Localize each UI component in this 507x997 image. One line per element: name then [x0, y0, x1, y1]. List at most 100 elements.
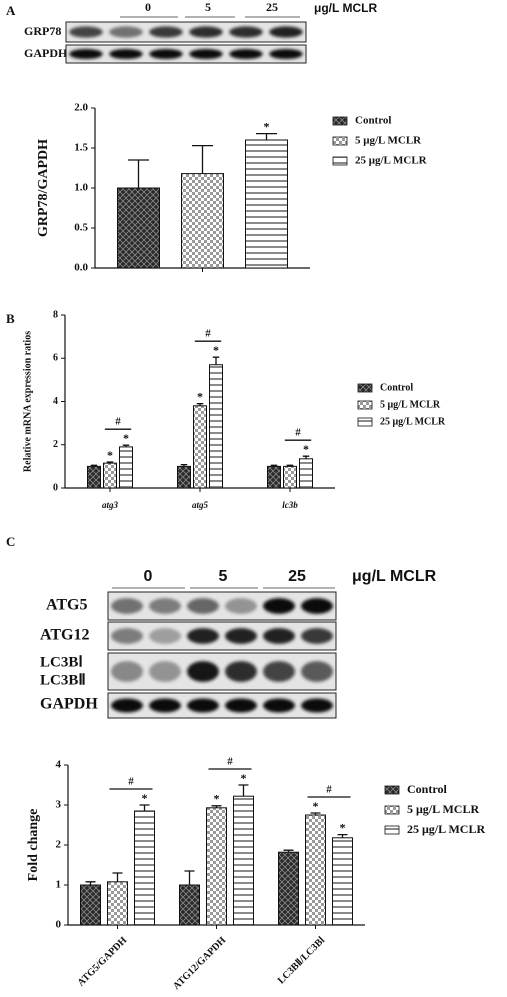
bar — [119, 446, 133, 489]
x-tick-label: ATG5/GAPDH — [76, 935, 130, 989]
legend-label: 5 μg/L MCLR — [355, 135, 422, 147]
error-bar — [122, 444, 130, 447]
error-bar — [184, 870, 195, 885]
legend-label: 5 μg/L MCLR — [380, 399, 441, 410]
y-tick-label: 8 — [53, 309, 58, 320]
bracket-label: # — [205, 328, 211, 340]
legend-swatch — [332, 136, 348, 146]
y-tick-label: 4 — [53, 396, 58, 407]
blot-band — [111, 628, 143, 644]
blot-band — [149, 26, 183, 38]
legend-label: Control — [407, 782, 447, 796]
bar — [209, 364, 223, 489]
error-bar — [302, 455, 310, 459]
bar — [193, 405, 207, 489]
panel-label: C — [6, 534, 15, 549]
significance-mark: * — [241, 771, 247, 785]
blot-frame — [107, 591, 337, 621]
blot-band — [187, 661, 219, 682]
bar — [299, 458, 313, 489]
significance-mark: * — [142, 791, 148, 805]
y-tick-label: 1.5 — [74, 142, 88, 154]
bar — [267, 465, 281, 489]
x-tick-label: LC3BⅡ/LC3BⅠ — [276, 935, 327, 986]
significance-mark: * — [107, 448, 113, 462]
blot-band — [111, 661, 143, 682]
y-tick-label: 0 — [53, 482, 58, 493]
unit-label: μg/L MCLR — [314, 1, 377, 15]
panel-label: A — [6, 3, 16, 18]
blot-row-label: GRP78 — [24, 24, 61, 38]
blot-row-label: ATG12 — [40, 627, 89, 644]
x-tick-label: atg3 — [102, 500, 119, 510]
bracket-label: # — [326, 784, 332, 796]
lane-label: 25 — [266, 0, 278, 14]
blot-band — [187, 598, 219, 614]
legend-label: Control — [380, 382, 413, 393]
blot-row-label: LC3BⅠ — [40, 654, 83, 670]
blot-band — [263, 598, 295, 614]
y-tick-label: 2 — [53, 439, 58, 450]
error-bar — [337, 833, 348, 838]
bracket-label: # — [115, 416, 121, 428]
y-tick-label: 1.0 — [74, 182, 88, 194]
bar — [117, 187, 160, 269]
error-bar — [139, 804, 150, 811]
blot-band — [111, 698, 143, 713]
bracket-label: # — [128, 776, 134, 788]
lane-label: 25 — [288, 568, 306, 585]
y-axis-label: GRP78/GAPDH — [36, 139, 51, 237]
y-tick-label: 6 — [53, 353, 58, 364]
blots — [65, 21, 337, 719]
lane-label: 0 — [145, 0, 151, 14]
blot-band — [263, 698, 295, 713]
blot-band — [229, 48, 263, 60]
blot-band — [263, 628, 295, 644]
blot-band — [225, 628, 257, 644]
blot-row-label: ATG5 — [46, 597, 87, 614]
x-tick-label: ATG12/GAPDH — [171, 935, 228, 992]
blot-band — [189, 48, 223, 60]
error-bar — [283, 849, 294, 853]
blot-band — [69, 48, 103, 60]
lane-label: 5 — [205, 0, 211, 14]
legend-swatch — [384, 785, 400, 795]
blot-band — [149, 698, 181, 713]
bar — [245, 139, 288, 269]
significance-mark: * — [213, 343, 219, 357]
y-tick-label: 4 — [56, 759, 62, 771]
bracket-label: # — [295, 427, 301, 439]
legend-label: 25 μg/L MCLR — [355, 155, 428, 167]
y-tick-label: 0.0 — [74, 262, 88, 274]
y-tick-label: 3 — [56, 799, 62, 811]
blot-band — [229, 26, 263, 38]
y-tick-label: 0.5 — [74, 222, 88, 234]
blot-band — [187, 698, 219, 713]
legend-swatch — [357, 383, 373, 393]
bar — [87, 465, 101, 489]
blot-frame — [107, 621, 337, 651]
error-bar — [192, 144, 213, 174]
blot-band — [225, 698, 257, 713]
bar — [179, 884, 200, 926]
significance-mark: * — [303, 442, 309, 456]
lane-label: 0 — [144, 568, 153, 585]
blot-band — [225, 598, 257, 614]
blot-row-label: LC3BⅡ — [40, 672, 86, 688]
bar — [332, 837, 353, 926]
blot-band — [269, 48, 303, 60]
legend-label: 5 μg/L MCLR — [407, 802, 479, 816]
blot-band — [301, 698, 333, 713]
bar — [80, 884, 101, 926]
bar — [278, 851, 299, 926]
bar — [134, 810, 155, 926]
bar — [107, 881, 128, 926]
significance-mark: * — [340, 820, 346, 834]
blot-band — [149, 661, 181, 682]
legend-swatch — [332, 156, 348, 166]
legend-label: 25 μg/L MCLR — [380, 416, 446, 427]
error-bar — [211, 805, 222, 808]
bar — [103, 462, 117, 489]
legend-swatch — [357, 400, 373, 410]
